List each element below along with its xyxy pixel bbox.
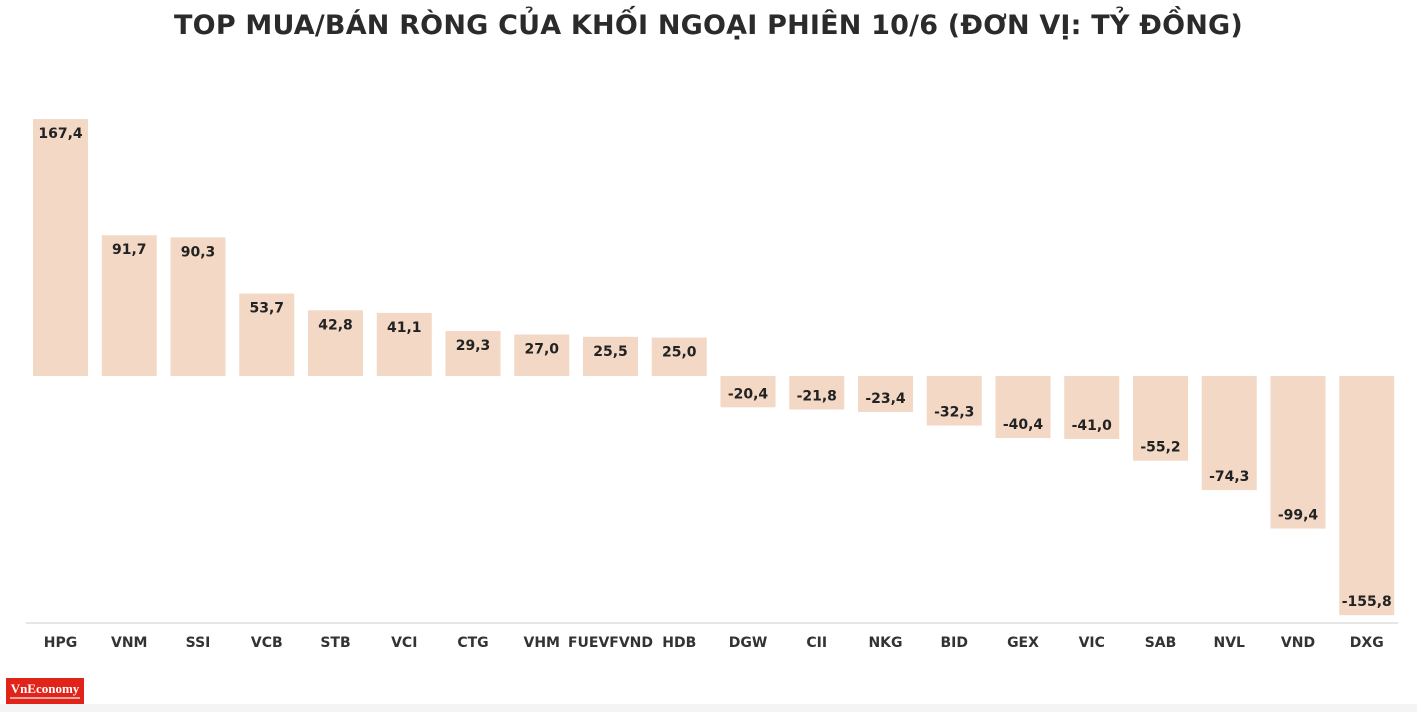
- value-label-vcb: 53,7: [249, 301, 284, 317]
- x-tick-hdb: HDB: [662, 635, 696, 651]
- bar-vnm: [101, 235, 157, 376]
- x-tick-ssi: SSI: [186, 635, 211, 651]
- bar-nvl: [1201, 376, 1257, 491]
- x-tick-bid: BID: [940, 635, 968, 651]
- x-tick-stb: STB: [320, 635, 350, 651]
- bar-dxg: [1339, 376, 1395, 616]
- x-tick-dxg: DXG: [1350, 635, 1384, 651]
- x-tick-dgw: DGW: [729, 635, 768, 651]
- logo-underline: [10, 697, 80, 699]
- x-tick-nvl: NVL: [1214, 635, 1246, 651]
- value-label-fuevfvnd: 25,5: [593, 344, 628, 360]
- x-tick-gex: GEX: [1007, 635, 1039, 651]
- bar-chart: 167,4 91,7 90,3 53,7 42,8 41,1 29,3 27,0 25,5 25,…: [26, 119, 1398, 651]
- bar-vcb: [239, 293, 295, 376]
- x-tick-ctg: CTG: [457, 635, 488, 651]
- bar-vnd: [1270, 376, 1326, 529]
- bar-ssi: [170, 237, 226, 376]
- x-tick-vcb: VCB: [251, 635, 283, 651]
- value-label-nvl: -74,3: [1209, 469, 1249, 485]
- bar-stb: [308, 310, 363, 376]
- bar-vci: [376, 312, 432, 376]
- value-label-ctg: 29,3: [456, 338, 491, 354]
- x-tick-hpg: HPG: [44, 635, 77, 651]
- bar-vic: [1064, 376, 1120, 439]
- logo-text: VnEconomy: [10, 681, 80, 696]
- value-label-dgw: -20,4: [728, 386, 769, 402]
- value-label-vci: 41,1: [387, 320, 422, 336]
- x-tick-cii: CII: [806, 635, 827, 651]
- bar-dgw: [720, 376, 776, 408]
- x-tick-nkg: NKG: [868, 635, 902, 651]
- bar-hpg: [33, 119, 88, 376]
- bar-gex: [995, 376, 1051, 439]
- bar-nkg: [858, 376, 913, 412]
- value-label-stb: 42,8: [318, 317, 353, 333]
- x-tick-vnd: VND: [1281, 635, 1315, 651]
- x-tick-vhm: VHM: [524, 635, 560, 651]
- value-label-hpg: 167,4: [38, 126, 83, 142]
- bar-ctg: [445, 331, 501, 376]
- value-label-bid: -32,3: [934, 405, 974, 421]
- bar-bid: [926, 376, 982, 426]
- vneconomy-logo: VnEconomy: [6, 678, 84, 704]
- bars-group: [33, 119, 1395, 616]
- footer-strip: [0, 704, 1417, 712]
- x-tick-labels-group: HPG VNM SSI VCB STB VCI CTG VHM FUEVFVND HDB DGW CI…: [44, 635, 1384, 651]
- bar-sab: [1133, 376, 1188, 461]
- bar-fuevfvnd: [583, 336, 638, 376]
- value-label-cii: -21,8: [797, 388, 837, 404]
- value-label-vic: -41,0: [1072, 418, 1113, 434]
- value-label-gex: -40,4: [1003, 417, 1044, 433]
- value-label-vnd: -99,4: [1278, 508, 1319, 524]
- x-tick-vnm: VNM: [111, 635, 147, 651]
- value-label-ssi: 90,3: [181, 244, 216, 260]
- value-label-dxg: -155,8: [1342, 594, 1392, 610]
- value-label-sab: -55,2: [1140, 440, 1180, 456]
- x-tick-vic: VIC: [1079, 635, 1105, 651]
- bar-cii: [789, 376, 845, 410]
- chart-title: TOP MUA/BÁN RÒNG CỦA KHỐI NGOẠI PHIÊN 10…: [174, 10, 1243, 41]
- value-label-hdb: 25,0: [662, 345, 697, 361]
- value-label-vnm: 91,7: [112, 242, 147, 258]
- bar-vhm: [514, 334, 570, 376]
- x-tick-sab: SAB: [1145, 635, 1177, 651]
- x-tick-fuevfvnd: FUEVFVND: [568, 635, 653, 651]
- x-tick-vci: VCI: [391, 635, 417, 651]
- bar-hdb: [651, 337, 707, 376]
- value-label-vhm: 27,0: [524, 342, 559, 358]
- value-label-nkg: -23,4: [865, 391, 906, 407]
- value-labels-group: 167,4 91,7 90,3 53,7 42,8 41,1 29,3 27,0 25,5 25,…: [38, 126, 1391, 610]
